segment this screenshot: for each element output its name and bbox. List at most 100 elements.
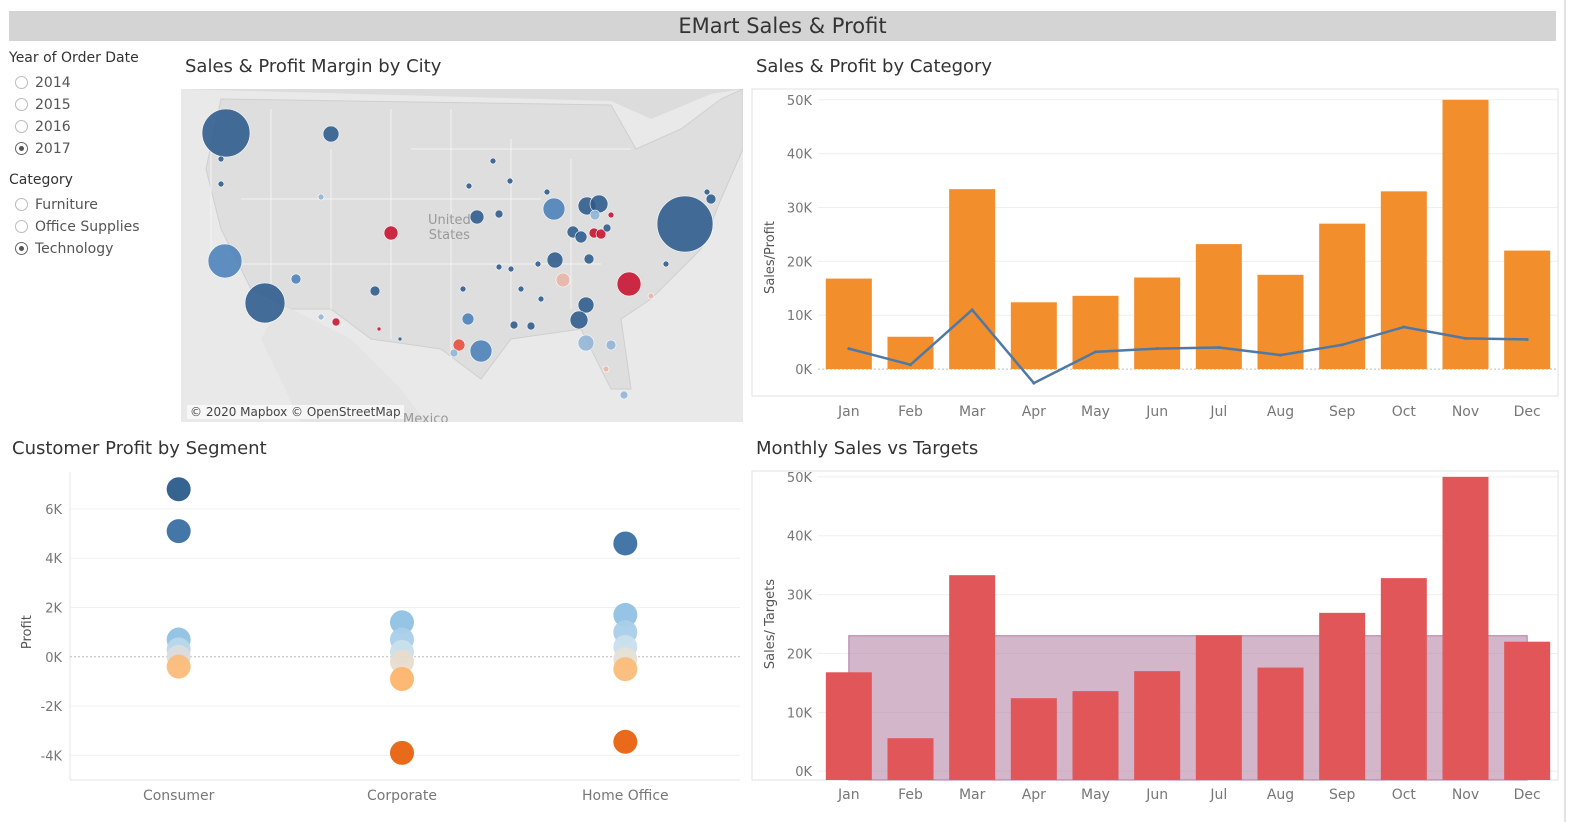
city-bubble[interactable] xyxy=(495,263,503,271)
sales-bar[interactable] xyxy=(825,278,872,370)
city-bubble[interactable] xyxy=(201,108,251,158)
city-bubble[interactable] xyxy=(449,348,459,358)
filter-option-2016[interactable]: 2016 xyxy=(15,118,71,136)
city-bubble[interactable] xyxy=(543,188,551,196)
radio-icon[interactable] xyxy=(15,120,28,133)
city-bubble[interactable] xyxy=(317,313,325,321)
city-bubble[interactable] xyxy=(369,285,381,297)
profit-point[interactable] xyxy=(1402,325,1406,329)
map-canvas[interactable] xyxy=(181,89,743,422)
city-bubble[interactable] xyxy=(317,193,325,201)
city-bubble[interactable] xyxy=(207,243,243,279)
radio-icon[interactable] xyxy=(15,76,28,89)
city-bubble[interactable] xyxy=(465,182,473,190)
city-bubble[interactable] xyxy=(605,339,617,351)
city-bubble[interactable] xyxy=(546,251,564,269)
sales-bar[interactable] xyxy=(1010,302,1057,370)
customer-point[interactable] xyxy=(166,654,191,679)
sales-bar[interactable] xyxy=(1442,99,1489,370)
customer-point[interactable] xyxy=(390,740,414,765)
profit-point[interactable] xyxy=(1032,381,1036,385)
profit-point[interactable] xyxy=(1525,337,1529,341)
city-bubble[interactable] xyxy=(244,282,286,324)
monthly-sales-bar[interactable] xyxy=(1442,476,1489,780)
city-bubble[interactable] xyxy=(452,338,466,352)
profit-point[interactable] xyxy=(1155,347,1159,351)
city-bubble[interactable] xyxy=(526,321,536,331)
radio-icon[interactable] xyxy=(15,142,28,155)
filter-option-2015[interactable]: 2015 xyxy=(15,96,71,114)
filter-option-technology[interactable]: Technology xyxy=(15,240,113,258)
customer-point[interactable] xyxy=(613,602,638,627)
city-bubble[interactable] xyxy=(509,320,519,330)
sales-targets-chart[interactable]: 0K 10K 20K 30K 40K 50K Sales/ Targets Jan Feb Mar… xyxy=(750,468,1560,813)
radio-icon[interactable] xyxy=(15,220,28,233)
city-bubble[interactable] xyxy=(489,157,497,165)
profit-point[interactable] xyxy=(1340,343,1344,347)
city-bubble[interactable] xyxy=(534,260,542,268)
city-bubble[interactable] xyxy=(506,177,514,185)
city-bubble[interactable] xyxy=(397,336,403,342)
filter-option-2017[interactable]: 2017 xyxy=(15,140,71,158)
city-bubble[interactable] xyxy=(577,296,595,314)
city-bubble[interactable] xyxy=(705,193,717,205)
filter-option-furniture[interactable]: Furniture xyxy=(15,196,98,214)
city-bubble[interactable] xyxy=(217,155,225,163)
profit-point[interactable] xyxy=(1464,336,1467,340)
map-credit[interactable]: © 2020 Mapbox © OpenStreetMap xyxy=(187,405,404,419)
sales-bar[interactable] xyxy=(1504,250,1551,370)
city-bubble[interactable] xyxy=(461,312,475,326)
city-bubble[interactable] xyxy=(542,197,566,221)
city-bubble[interactable] xyxy=(537,295,545,303)
sales-profit-chart[interactable]: 0K 10K 20K 30K 40K 50K Sales/Profit Jan Feb Mar Ap… xyxy=(750,86,1560,426)
city-bubble[interactable] xyxy=(602,365,610,373)
customer-point[interactable] xyxy=(613,531,638,556)
profit-line[interactable] xyxy=(848,308,1528,385)
sales-bar[interactable] xyxy=(1380,191,1427,370)
monthly-sales-bar[interactable] xyxy=(1380,578,1427,780)
city-bubble[interactable] xyxy=(376,326,382,332)
city-bubble[interactable] xyxy=(217,180,225,188)
customer-point[interactable] xyxy=(390,610,414,635)
city-map[interactable]: United States Mexico © 2020 Mapbox © Ope… xyxy=(181,89,743,422)
city-bubble[interactable] xyxy=(494,209,504,219)
customer-point[interactable] xyxy=(390,666,414,691)
profit-point[interactable] xyxy=(847,347,851,351)
customer-profit-chart[interactable]: -4K -2K 0K 2K 4K 6K Profit Consumer Corporate Hom… xyxy=(0,470,740,820)
customer-point[interactable] xyxy=(166,477,191,502)
monthly-sales-bar[interactable] xyxy=(1504,641,1551,780)
profit-point[interactable] xyxy=(1217,346,1221,350)
profit-point[interactable] xyxy=(1094,350,1097,354)
monthly-sales-bar[interactable] xyxy=(1257,667,1304,780)
city-bubble[interactable] xyxy=(331,317,341,327)
sales-bar[interactable] xyxy=(949,189,996,370)
city-bubble[interactable] xyxy=(602,223,612,233)
customer-point[interactable] xyxy=(613,729,638,754)
city-bubble[interactable] xyxy=(662,260,670,268)
profit-point[interactable] xyxy=(909,363,912,367)
monthly-sales-bar[interactable] xyxy=(1072,691,1119,780)
city-bubble[interactable] xyxy=(577,334,595,352)
city-bubble[interactable] xyxy=(589,209,601,221)
city-bubble[interactable] xyxy=(583,253,595,265)
city-bubble[interactable] xyxy=(322,125,340,143)
city-bubble[interactable] xyxy=(647,292,655,300)
city-bubble[interactable] xyxy=(619,390,629,400)
city-bubble[interactable] xyxy=(290,273,302,285)
city-bubble[interactable] xyxy=(574,230,588,244)
city-bubble[interactable] xyxy=(459,285,467,293)
monthly-sales-bar[interactable] xyxy=(1195,635,1242,780)
city-bubble[interactable] xyxy=(469,209,485,225)
city-bubble[interactable] xyxy=(517,285,525,293)
customer-point[interactable] xyxy=(166,519,191,544)
monthly-sales-bar[interactable] xyxy=(1134,671,1181,780)
customer-point[interactable] xyxy=(613,657,638,682)
sales-bar[interactable] xyxy=(1134,277,1181,370)
monthly-sales-bar[interactable] xyxy=(1010,698,1057,780)
monthly-sales-bar[interactable] xyxy=(887,738,934,780)
city-bubble[interactable] xyxy=(555,272,571,288)
filter-option-2014[interactable]: 2014 xyxy=(15,74,71,92)
city-bubble[interactable] xyxy=(383,225,399,241)
city-bubble[interactable] xyxy=(469,339,493,363)
city-bubble[interactable] xyxy=(656,195,714,253)
